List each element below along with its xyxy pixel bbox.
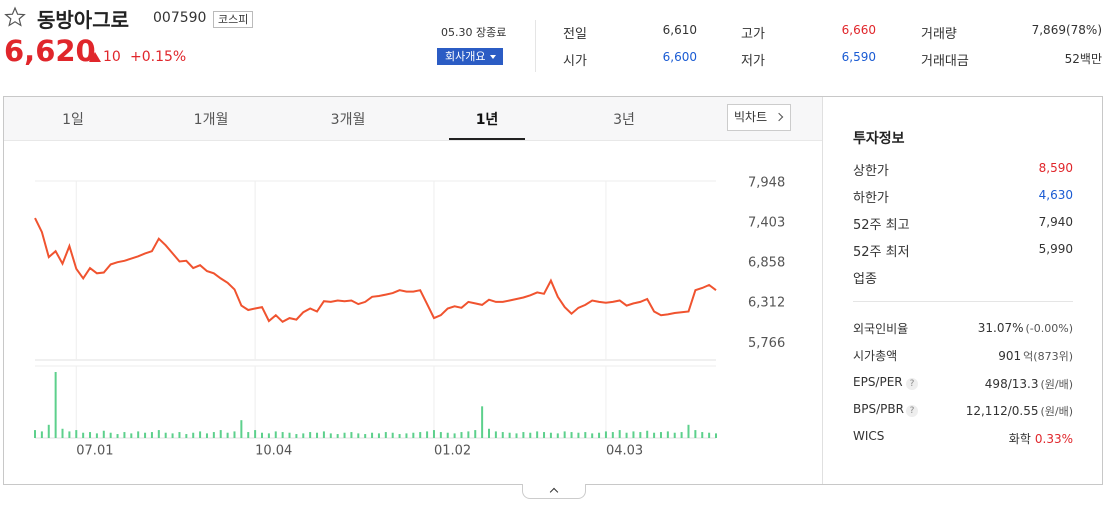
- invest-value: 12,112/0.55 (원/배): [966, 403, 1073, 419]
- collapse-handle[interactable]: [522, 484, 586, 499]
- invest-label: EPS/PER: [853, 374, 903, 389]
- star-icon[interactable]: [4, 6, 26, 28]
- sub-value: 억(873위): [1023, 350, 1073, 364]
- value: 498/13.3: [984, 376, 1039, 391]
- summary-label: 고가: [741, 27, 765, 42]
- sub-value: (원/배): [1040, 377, 1073, 391]
- summary-value: 7,869(78%): [1031, 23, 1102, 37]
- value: 901: [998, 349, 1022, 364]
- invest-value: 4,630: [1038, 188, 1073, 202]
- tab[interactable]: 1년: [475, 112, 499, 128]
- invest-separator: [853, 301, 1073, 302]
- big-chart-label: 빅차트: [734, 110, 768, 124]
- invest-label: 52주 최저: [853, 245, 910, 260]
- tab[interactable]: 3년: [613, 112, 635, 128]
- invest-value: 화학 0.33%: [1009, 430, 1073, 447]
- invest-value: 5,990: [1038, 242, 1073, 256]
- summary-value: 6,660: [841, 23, 876, 37]
- invest-label: 업종: [853, 272, 877, 287]
- summary-label: 저가: [741, 54, 765, 69]
- value: 31.07%: [977, 321, 1024, 335]
- summary-value: 6,610: [662, 23, 697, 37]
- collapse-icon: [549, 487, 559, 497]
- invest-label: BPS/PBR: [853, 401, 904, 416]
- big-chart-button[interactable]: 빅차트: [727, 104, 791, 131]
- summary-label: 시가: [563, 54, 587, 69]
- tab-bar: [4, 97, 822, 141]
- chart-box: [3, 96, 1103, 485]
- market-badge: 코스피: [213, 11, 254, 28]
- invest-value: 498/13.3 (원/배): [985, 376, 1073, 392]
- company-button[interactable]: 회사개요: [437, 48, 503, 65]
- help-icon: ?: [906, 404, 918, 417]
- invest-title: 투자정보: [853, 131, 905, 147]
- invest-label: WICS: [853, 429, 885, 444]
- company-button-label: 회사개요: [445, 50, 486, 63]
- divider: [535, 20, 536, 72]
- market-status: 05.30 장종료: [441, 26, 507, 39]
- tab[interactable]: 3개월: [330, 112, 366, 128]
- summary-label: 거래량: [921, 27, 957, 42]
- invest-value: 8,590: [1038, 161, 1073, 175]
- tab[interactable]: 1일: [62, 112, 84, 128]
- chevron: [774, 112, 784, 122]
- help-icon: ?: [906, 377, 918, 390]
- invest-label: 외국인비율: [853, 322, 909, 336]
- invest-label: 상한가: [853, 164, 889, 179]
- summary-value: 6,590: [841, 50, 876, 64]
- invest-value: 31.07% (-0.00%): [978, 321, 1073, 335]
- summary-value: 52백만: [1064, 52, 1102, 66]
- stock-name: 동방아그로: [37, 8, 129, 32]
- summary-label: 전일: [563, 27, 587, 42]
- up-arrow: [89, 52, 101, 62]
- summary-label: 거래대금: [921, 54, 969, 69]
- invest-value: 7,940: [1038, 215, 1073, 229]
- invest-label: 하한가: [853, 191, 889, 206]
- summary-value: 6,600: [662, 50, 697, 64]
- sub-value: (원/배): [1040, 404, 1073, 418]
- tab[interactable]: 1개월: [193, 112, 229, 128]
- panel-divider: [822, 97, 823, 484]
- tab-underline: [449, 138, 525, 140]
- value: 화학: [1008, 432, 1031, 447]
- price: 6,620: [4, 34, 96, 68]
- invest-label: 시가총액: [853, 349, 898, 364]
- invest-value: 901 억(873위): [998, 348, 1073, 364]
- dropdown-icon: [490, 55, 496, 59]
- sub-value: 0.33%: [1034, 432, 1073, 447]
- stock-code: 007590: [153, 10, 207, 26]
- sub-value: (-0.00%): [1025, 322, 1074, 335]
- invest-label: 52주 최고: [853, 218, 910, 233]
- change-rate: +0.15%: [130, 49, 187, 65]
- change: 10: [103, 49, 121, 65]
- value: 12,112/0.55: [965, 403, 1039, 418]
